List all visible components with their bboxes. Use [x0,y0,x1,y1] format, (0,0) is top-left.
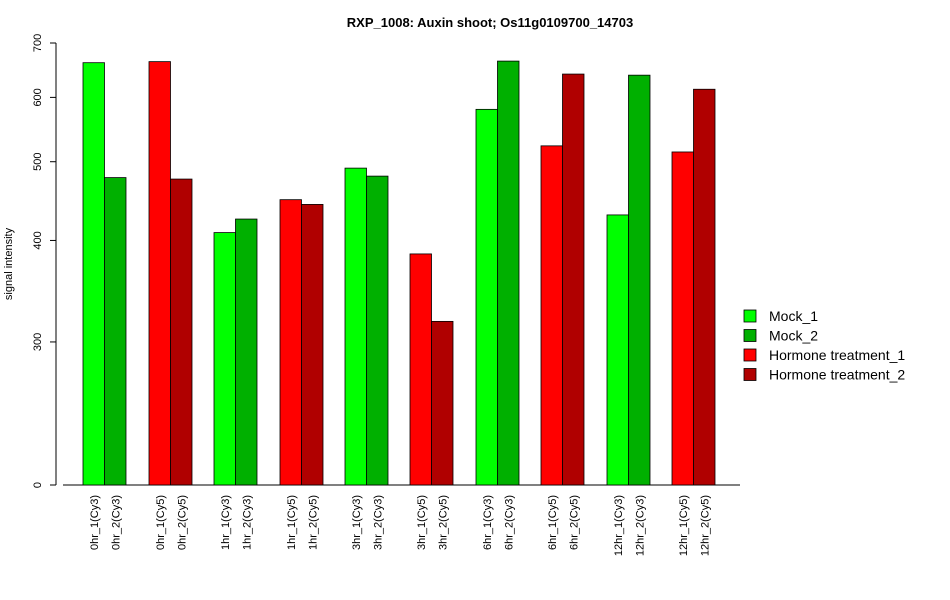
bar [344,167,367,486]
x-tick-label: 3hr_1(Cy5) [416,495,428,550]
bar [279,199,302,486]
y-tick-label: 500 [32,153,44,171]
bar [170,178,193,486]
bar [366,175,389,486]
bar [540,145,563,486]
bar [213,232,236,486]
x-tick-label: 12hr_2(Cy5) [699,495,711,556]
bars [82,60,716,486]
x-tick-label: 12hr_1(Cy3) [613,495,625,556]
x-tick-label: 1hr_1(Cy3) [220,495,232,550]
x-tick-label: 1hr_2(Cy5) [307,495,319,550]
x-tick-label: 6hr_1(Cy5) [547,495,559,550]
legend-label: Mock_1 [769,308,818,324]
chart-title: RXP_1008: Auxin shoot; Os11g0109700_1470… [347,15,633,30]
x-tick-label: 12hr_1(Cy5) [678,495,690,556]
bar [148,61,171,486]
x-tick-label: 3hr_1(Cy3) [351,495,363,550]
y-tick-label: 700 [32,34,44,52]
legend-swatch [743,329,757,342]
bar [301,204,324,486]
bar [475,108,498,486]
bar [82,62,105,486]
legend-label: Hormone treatment_2 [769,367,905,383]
legend-swatch [743,368,757,381]
x-tick-label: 1hr_2(Cy3) [241,495,253,550]
legend-swatch [743,348,757,362]
legend-label: Hormone treatment_1 [769,347,905,363]
legend: Mock_1 Mock_2 Hormone treatment_1 Hormone t… [743,308,905,383]
x-tick-label: 6hr_1(Cy3) [482,495,494,550]
x-tick-label: 6hr_2(Cy3) [503,495,515,550]
y-tick-label: 600 [32,88,44,106]
bar [497,60,520,486]
bar [235,218,258,486]
y-tick-label: 400 [32,231,44,249]
bar [606,214,629,486]
x-tick-label: 0hr_1(Cy5) [155,495,167,550]
bar [628,74,651,486]
bar [431,320,454,486]
legend-swatch [743,309,757,323]
x-tick-label: 0hr_2(Cy3) [110,495,122,550]
x-tick-label: 1hr_1(Cy5) [286,495,298,550]
bar [562,73,585,486]
bar [409,253,432,486]
y-tick-label: 0 [32,482,44,488]
x-tick-label: 6hr_2(Cy5) [568,495,580,550]
bar [104,177,127,486]
x-tick-label: 0hr_1(Cy3) [89,495,101,550]
x-tick-label: 12hr_2(Cy3) [634,495,646,556]
x-tick-labels: 0hr_1(Cy3) 0hr_2(Cy3) 0hr_1(Cy5) 0hr_2(Cy5)… [89,495,712,556]
legend-label: Mock_2 [769,328,818,344]
bar [671,151,694,486]
y-axis-title: signal intensity [3,227,15,300]
x-tick-label: 0hr_2(Cy5) [176,495,188,550]
x-tick-label: 3hr_2(Cy5) [437,495,449,550]
x-tick-label: 3hr_2(Cy3) [372,495,384,550]
y-tick-label: 300 [32,333,44,351]
bar [693,88,716,486]
